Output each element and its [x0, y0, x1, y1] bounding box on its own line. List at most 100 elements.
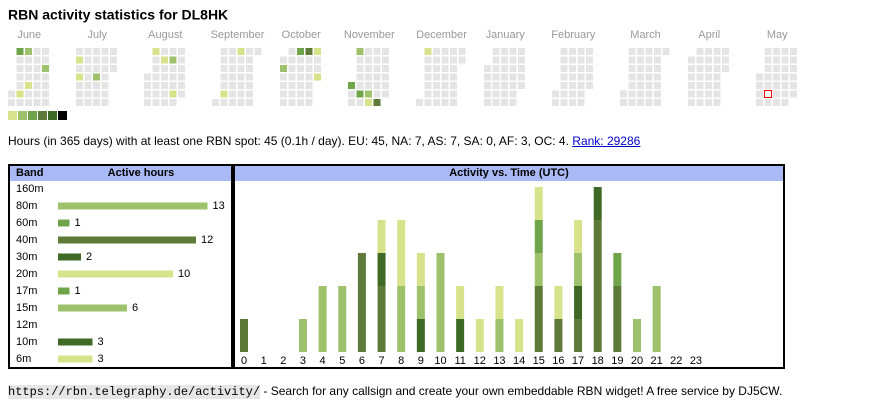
day-cell — [628, 90, 636, 98]
hour-label: 23 — [690, 355, 702, 367]
activity-segment — [613, 286, 622, 352]
day-cell — [76, 48, 83, 55]
day-cell — [365, 56, 372, 64]
day-cell — [382, 73, 389, 81]
day-cell — [152, 65, 160, 72]
day-cell — [790, 48, 797, 55]
day-cell — [654, 90, 661, 98]
day-cell — [628, 99, 636, 106]
day-cell — [560, 90, 568, 98]
day-cell — [297, 90, 304, 98]
day-cell — [645, 56, 653, 64]
day-cell — [705, 73, 712, 81]
day-cell — [790, 90, 797, 98]
hour-label: 8 — [398, 355, 404, 367]
day-cell — [356, 73, 364, 81]
day-cell — [518, 56, 525, 64]
hour-label: 10 — [434, 355, 446, 367]
day-cell — [152, 73, 160, 81]
day-cell-active — [169, 90, 177, 98]
band-bar — [58, 219, 70, 227]
day-cell — [237, 82, 245, 89]
day-cell — [492, 99, 500, 106]
day-cell — [356, 56, 364, 64]
day-cell — [450, 73, 457, 81]
day-cell — [169, 65, 177, 72]
day-cell — [220, 48, 228, 55]
day-cell — [42, 90, 49, 98]
day-cell — [458, 56, 466, 64]
day-cell — [76, 82, 83, 89]
day-cell — [713, 65, 721, 72]
day-cell — [781, 56, 789, 64]
activity-segment — [554, 319, 563, 352]
day-cell — [773, 99, 780, 106]
legend-swatch — [38, 111, 47, 120]
day-cell — [433, 56, 440, 64]
day-cell — [628, 65, 636, 72]
day-cell — [424, 99, 432, 106]
day-cell — [76, 90, 83, 98]
day-cell — [25, 56, 32, 64]
day-cell — [8, 90, 15, 98]
day-cell — [237, 90, 245, 98]
day-cell — [288, 73, 296, 81]
legend-swatch — [58, 111, 67, 120]
rank-link[interactable]: Rank: 29286 — [572, 134, 641, 148]
calendar: June July August September October November De… — [8, 29, 797, 106]
day-cell — [161, 90, 168, 98]
day-cell — [161, 82, 168, 89]
activity-segment — [318, 286, 327, 352]
day-cell — [16, 65, 24, 72]
band-bar — [58, 202, 208, 210]
activity-segment — [436, 253, 445, 352]
day-cell-active — [373, 99, 381, 106]
day-cell — [229, 82, 236, 89]
day-cell — [93, 90, 100, 98]
day-cell-active — [16, 90, 24, 98]
day-cell — [569, 90, 576, 98]
day-cell — [790, 73, 797, 81]
day-cell — [229, 73, 236, 81]
summary-text: Hours (in 365 days) with at least one RB… — [8, 134, 569, 148]
day-cell — [484, 99, 491, 106]
activity-segment — [357, 253, 366, 352]
day-cell — [509, 99, 517, 106]
day-cell — [365, 65, 372, 72]
band-value: 6 — [132, 302, 138, 314]
day-cell — [246, 90, 253, 98]
day-cell — [518, 82, 525, 89]
day-cell — [93, 65, 100, 72]
day-cell — [586, 73, 593, 81]
day-cell — [501, 90, 508, 98]
day-cell — [424, 65, 432, 72]
day-cell — [144, 82, 151, 89]
day-cell — [33, 90, 41, 98]
day-cell-active — [348, 82, 355, 89]
activity-segment — [534, 220, 543, 253]
day-cell-active — [356, 48, 364, 55]
day-cell — [722, 56, 729, 64]
day-cell — [509, 65, 517, 72]
band-label: 12m — [16, 319, 37, 331]
day-cell — [93, 99, 100, 106]
day-cell — [373, 82, 381, 89]
band-label: 60m — [16, 217, 37, 229]
hour-label: 16 — [552, 355, 564, 367]
footer: https://rbn.telegraphy.de/activity/ - Se… — [8, 384, 782, 399]
activity-segment — [456, 319, 465, 352]
day-cell — [713, 99, 721, 106]
day-cell — [382, 82, 389, 89]
day-cell — [586, 82, 593, 89]
day-cell — [424, 82, 432, 89]
band-value: 12 — [201, 234, 213, 246]
band-value: 3 — [98, 336, 104, 348]
day-cell — [560, 73, 568, 81]
day-cell — [220, 56, 228, 64]
day-cell — [16, 73, 24, 81]
day-cell — [662, 48, 670, 55]
footer-text: - Search for any callsign and create you… — [260, 384, 783, 398]
hour-label: 15 — [533, 355, 545, 367]
activity-segment — [495, 319, 504, 352]
day-cell — [484, 73, 491, 81]
